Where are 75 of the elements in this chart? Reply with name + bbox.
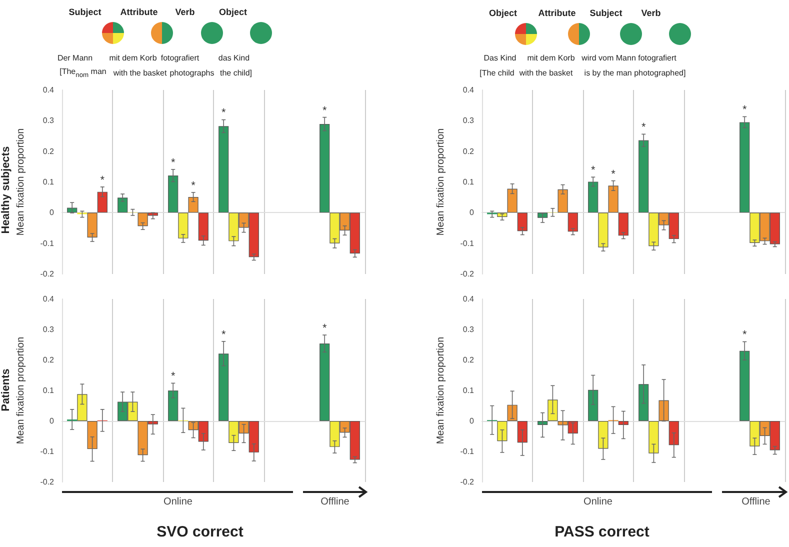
y-tick-label: 0.1 <box>462 178 475 186</box>
y-tick-label: -0.1 <box>40 238 55 248</box>
data-label: * <box>100 174 106 186</box>
data-label: * <box>641 122 646 134</box>
data-label: * <box>742 329 748 342</box>
text: Object <box>218 7 248 17</box>
text: Der Mann <box>57 54 93 62</box>
text: mit dem Korb <box>527 54 575 62</box>
text: Verb <box>641 8 661 18</box>
y-tick-label: 0.3 <box>462 116 475 126</box>
y-axis-title: Mean fixation proportion <box>16 128 26 236</box>
y-tick-label: 0.2 <box>462 356 475 364</box>
y-tick-label: 0 <box>470 208 475 218</box>
y-axis-title: Mean fixation proportion <box>16 336 26 444</box>
data-label: * <box>170 156 176 169</box>
text: Online <box>584 496 612 508</box>
text: fotografiert <box>160 54 200 62</box>
data-label: * <box>170 370 176 383</box>
text: Verb <box>175 7 195 17</box>
text: is by the man photographed] <box>584 68 686 78</box>
text: wird vom Mann fotografiert <box>582 54 676 62</box>
y-tick-label: 0.4 <box>462 294 475 304</box>
y-axis-title: Mean fixation proportion <box>436 336 446 444</box>
y-tick-label: 0.4 <box>42 86 55 94</box>
text: Offline <box>320 496 350 508</box>
text: Healthy subjects <box>0 146 12 234</box>
text: Patients <box>0 368 12 412</box>
y-tick-label: 0.1 <box>42 386 55 395</box>
text: Subject <box>68 7 102 17</box>
y-tick-label: 0.2 <box>462 146 475 156</box>
y-tick-label: 0 <box>50 416 55 426</box>
text: mit dem Korb <box>109 54 157 62</box>
text: Online <box>164 496 192 508</box>
y-axis-title: Mean fixation proportion <box>436 128 446 236</box>
text: Subject <box>590 8 622 18</box>
text: Attribute <box>120 7 158 17</box>
data-label: * <box>322 104 328 117</box>
y-tick-label: -0.1 <box>460 238 475 248</box>
x-axis-title: PASS correct <box>554 524 650 540</box>
text: [The$_{nom}$ man <box>60 67 106 79</box>
y-tick-label: 0.3 <box>462 325 475 334</box>
y-tick-label: -0.2 <box>40 270 55 278</box>
y-tick-label: 0.2 <box>42 356 55 364</box>
text: the child] <box>220 68 252 78</box>
text: with the basket <box>519 68 573 78</box>
y-tick-label: 0.2 <box>42 146 55 156</box>
data-label: * <box>191 180 196 192</box>
data-label: * <box>221 328 226 341</box>
text: Offline <box>742 496 770 508</box>
text: with the basket <box>113 68 167 78</box>
data-label: * <box>322 322 328 334</box>
data-label: * <box>611 168 616 180</box>
y-tick-label: 0 <box>50 208 55 218</box>
data-label: * <box>590 164 596 177</box>
y-tick-label: 0.4 <box>42 294 55 304</box>
y-tick-label: -0.1 <box>40 447 55 456</box>
data-label: * <box>221 107 226 120</box>
text: Object <box>488 8 518 18</box>
text: Attribute <box>538 8 576 18</box>
y-tick-label: -0.2 <box>460 270 475 278</box>
text: das Kind <box>218 54 250 62</box>
text: Das Kind <box>484 54 516 62</box>
y-tick-label: 0.1 <box>462 386 475 395</box>
y-tick-label: 0.4 <box>462 86 475 94</box>
x-axis-title: SVO correct <box>156 524 244 540</box>
y-tick-label: 0.1 <box>42 178 55 186</box>
data-label: * <box>742 104 748 116</box>
y-tick-label: 0.3 <box>42 325 55 334</box>
y-tick-label: -0.2 <box>40 478 55 486</box>
text: [The child <box>480 68 514 78</box>
text: photographs <box>170 68 214 78</box>
y-tick-label: -0.2 <box>460 478 475 486</box>
y-tick-label: -0.1 <box>460 447 475 456</box>
y-tick-label: 0 <box>470 416 475 426</box>
y-tick-label: 0.3 <box>42 116 55 126</box>
